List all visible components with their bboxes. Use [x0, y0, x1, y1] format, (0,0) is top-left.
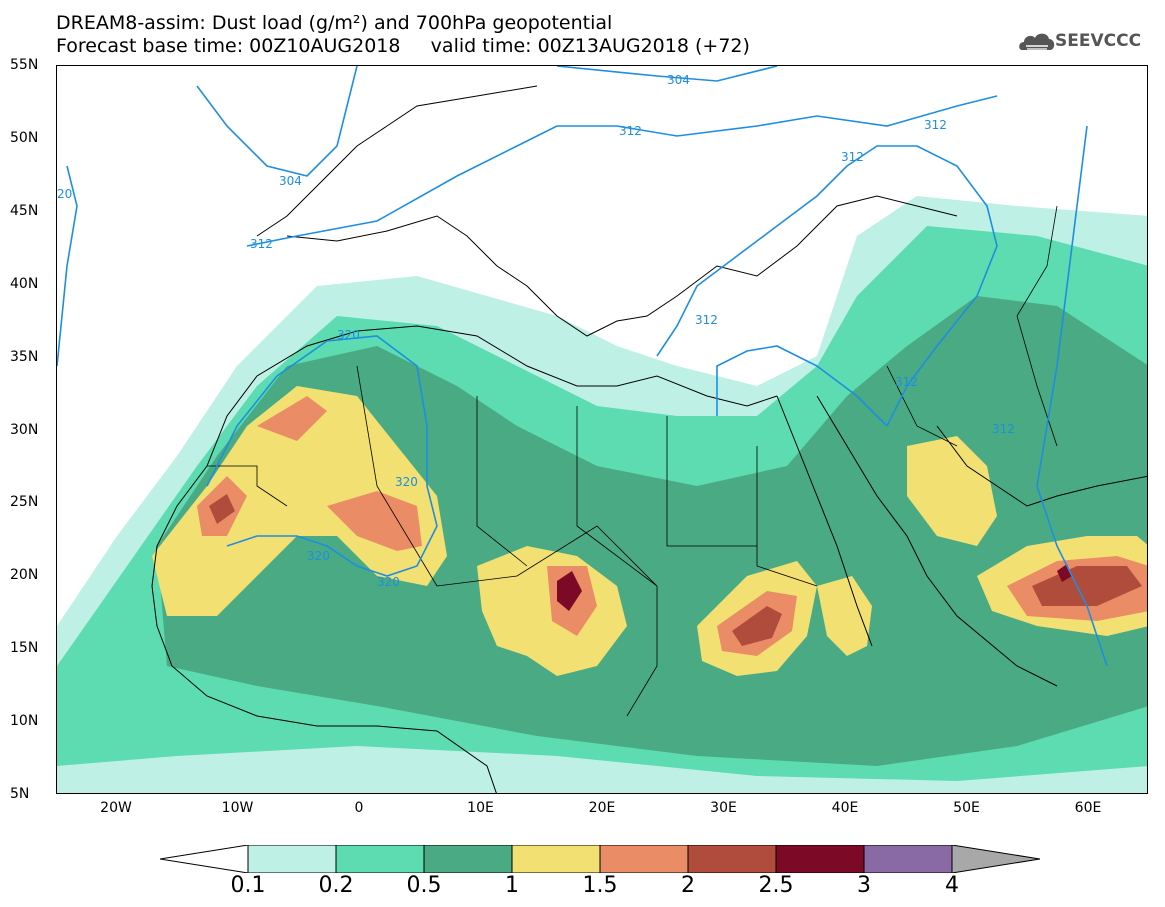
contour-label: 320 [377, 575, 400, 589]
dust-area-1-arabia [907, 436, 997, 546]
x-axis-label: 10E [467, 800, 494, 816]
contour-label: 312 [619, 124, 642, 138]
dust-area-2.5-chad [557, 571, 582, 611]
coastline-gulf [936, 425, 1147, 507]
x-axis-label: 0 [354, 800, 364, 816]
y-axis-label: 40N [10, 275, 39, 292]
colorbar-tick-label: 3 [857, 873, 871, 898]
contour-label: 320 [307, 549, 330, 563]
chart-title: DREAM8-assim: Dust load (g/m²) and 700hP… [56, 12, 613, 34]
coastline-west-africa [151, 465, 497, 793]
y-axis-label: 25N [10, 494, 39, 511]
colorbar-cell [511, 845, 601, 873]
contour-label: 312 [841, 150, 864, 164]
chart-subtitle: Forecast base time: 00Z10AUG2018 valid t… [56, 35, 750, 57]
colorbar-cell [423, 845, 513, 873]
coastline-europe [256, 85, 958, 337]
colorbar-tick-label: 0.1 [230, 873, 266, 898]
colorbar-cell [599, 845, 689, 873]
y-axis-label: 15N [10, 640, 39, 657]
contour-label: 20 [57, 187, 72, 201]
colorbar-tick-label: 2 [681, 873, 695, 898]
colorbar-under [160, 845, 249, 873]
dust-area-1.5-algeria [327, 491, 422, 551]
coastline-north-africa [206, 325, 778, 467]
y-axis-label: 20N [10, 567, 39, 584]
dust-area-1.5-nw [257, 396, 327, 441]
colorbar-tick-label: 0.2 [318, 873, 354, 898]
contour-label: 312 [250, 237, 273, 251]
contour-label: 320 [395, 475, 418, 489]
dust-area-0.5 [157, 296, 1147, 766]
dust-area-2-west [209, 494, 235, 524]
x-axis-label: 30E [710, 800, 737, 816]
colorbar-tick-label: 1.5 [582, 873, 618, 898]
contour-label: 320 [337, 328, 360, 342]
contour-label: 312 [895, 375, 918, 389]
x-axis-label: 20W [100, 800, 132, 816]
dust-map: 304 304 312 312 312 312 312 312 312 320 … [57, 66, 1147, 793]
y-axis-label: 10N [10, 713, 39, 730]
y-axis-label: 30N [10, 421, 39, 438]
colorbar-cell [335, 845, 425, 873]
map-area: 304 304 312 312 312 312 312 312 312 320 … [56, 65, 1148, 794]
y-axis-label: 35N [10, 348, 39, 365]
contour-label: 312 [924, 118, 947, 132]
geopotential-contours [57, 66, 1108, 667]
colorbar-tick-label: 2.5 [758, 873, 794, 898]
y-axis-label: 5N [10, 786, 30, 802]
contour-label: 304 [279, 174, 302, 188]
cloud-icon [1019, 33, 1055, 50]
colorbar-cell [863, 845, 953, 873]
y-axis-label: 45N [10, 202, 39, 219]
dust-area-2-sudan [732, 606, 782, 646]
contour-label: 312 [992, 422, 1015, 436]
colorbar-tick-label: 4 [945, 873, 959, 898]
coastline-red-sea [776, 395, 1058, 687]
x-axis-label: 60E [1074, 800, 1102, 816]
dust-area-1-west [152, 386, 447, 616]
x-axis-label: 40E [831, 800, 859, 816]
colorbar-cell [247, 845, 337, 873]
x-axis-label: 10W [221, 800, 254, 816]
contour-label: 304 [667, 73, 690, 87]
colorbar [160, 845, 1040, 873]
y-axis-label: 55N [10, 57, 39, 73]
x-axis-label: 50E [953, 800, 980, 816]
colorbar-over [951, 845, 1040, 873]
contour-label: 312 [695, 313, 718, 327]
y-axis-label: 50N [10, 129, 39, 146]
colorbar-tick-label: 0.5 [406, 873, 442, 898]
country-borders [207, 205, 1058, 717]
x-axis-label: 20E [588, 800, 616, 816]
dust-area-1-ethiopia [817, 576, 872, 656]
colorbar-tick-label: 1 [505, 873, 519, 898]
colorbar-cell [775, 845, 865, 873]
colorbar-cell [687, 845, 777, 873]
logo-text: SEEVCCC [1055, 31, 1142, 51]
